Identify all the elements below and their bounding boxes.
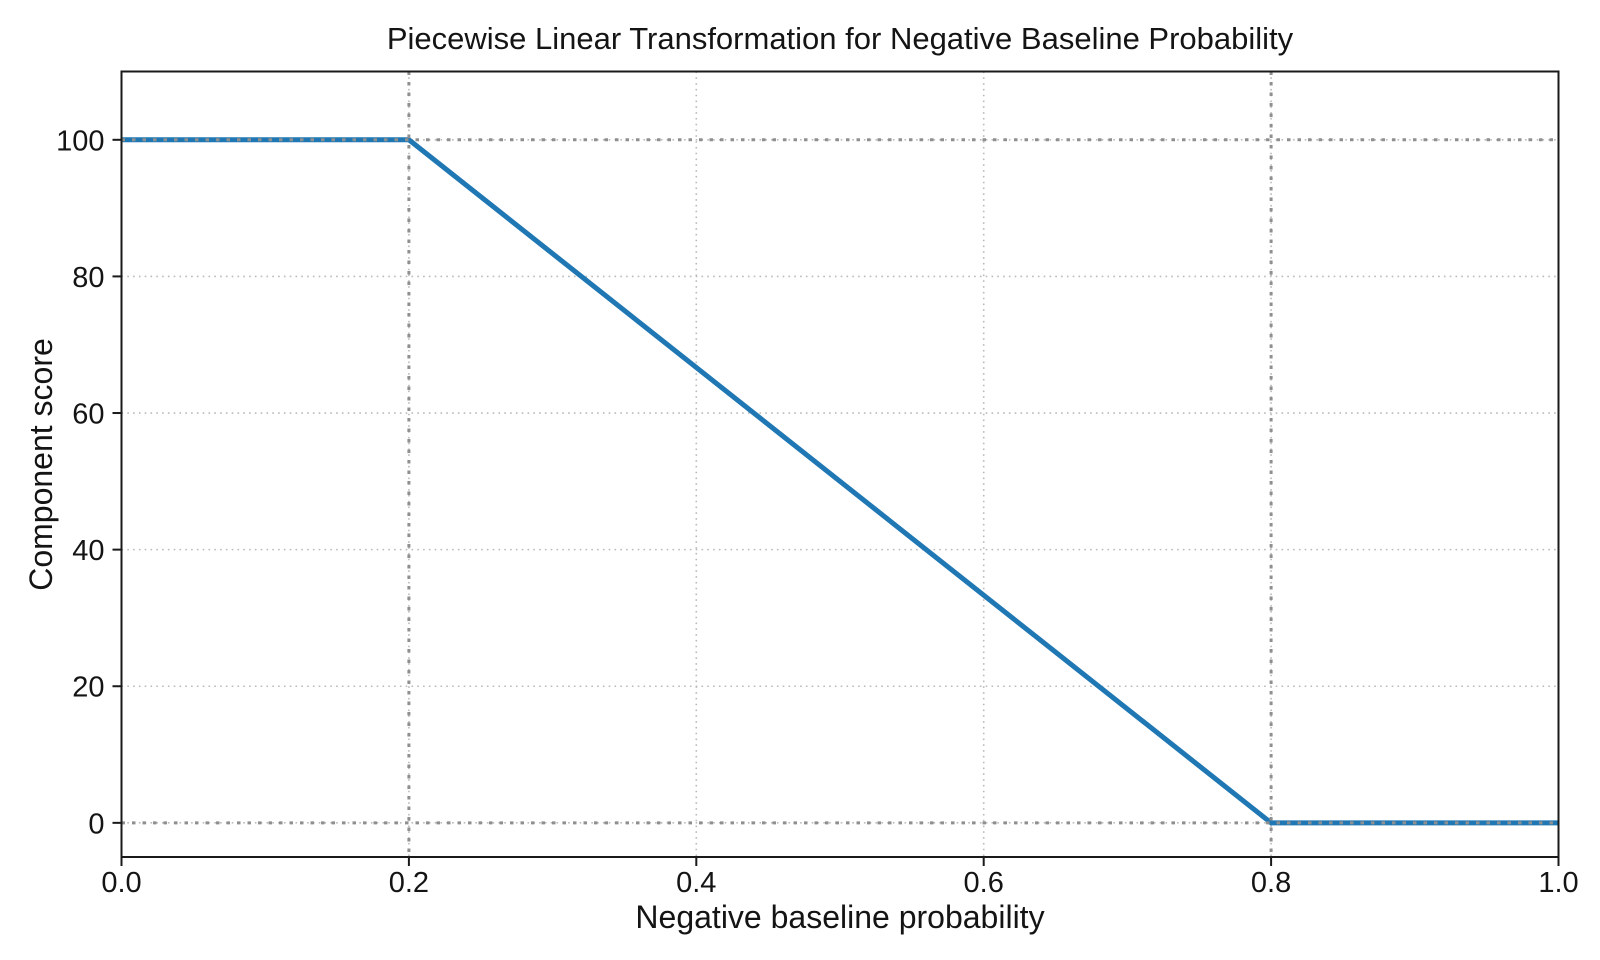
y-tick-label: 60 — [72, 399, 104, 431]
y-tick-label: 40 — [72, 535, 104, 567]
axes-frame-layer — [120, 70, 1560, 858]
axes-frame — [120, 70, 1560, 858]
x-tick-label: 1.0 — [1538, 867, 1578, 899]
tick-layer: 0.0 0.2 0.4 0.6 0.8 1.0 0 20 40 60 80 100 — [56, 125, 1579, 899]
x-tick-label: 0.2 — [389, 867, 429, 899]
x-tick-label: 0.4 — [676, 867, 716, 899]
x-tick-label: 0.6 — [964, 867, 1004, 899]
x-axis-label: Negative baseline probability — [635, 899, 1044, 935]
grid-layer — [121, 71, 1559, 857]
x-tick-label: 0.0 — [101, 867, 141, 899]
series-layer — [121, 137, 1559, 826]
x-tick-label: 0.8 — [1251, 867, 1291, 899]
chart-title: Piecewise Linear Transformation for Nega… — [387, 21, 1294, 56]
y-tick-label: 80 — [72, 262, 104, 294]
y-tick-label: 100 — [56, 125, 104, 157]
y-tick-label: 0 — [88, 808, 104, 840]
y-axis-label: Component score — [23, 338, 59, 591]
y-tick-label: 20 — [72, 672, 104, 704]
reference-line-layer — [121, 71, 1559, 857]
series-line — [121, 137, 1559, 826]
